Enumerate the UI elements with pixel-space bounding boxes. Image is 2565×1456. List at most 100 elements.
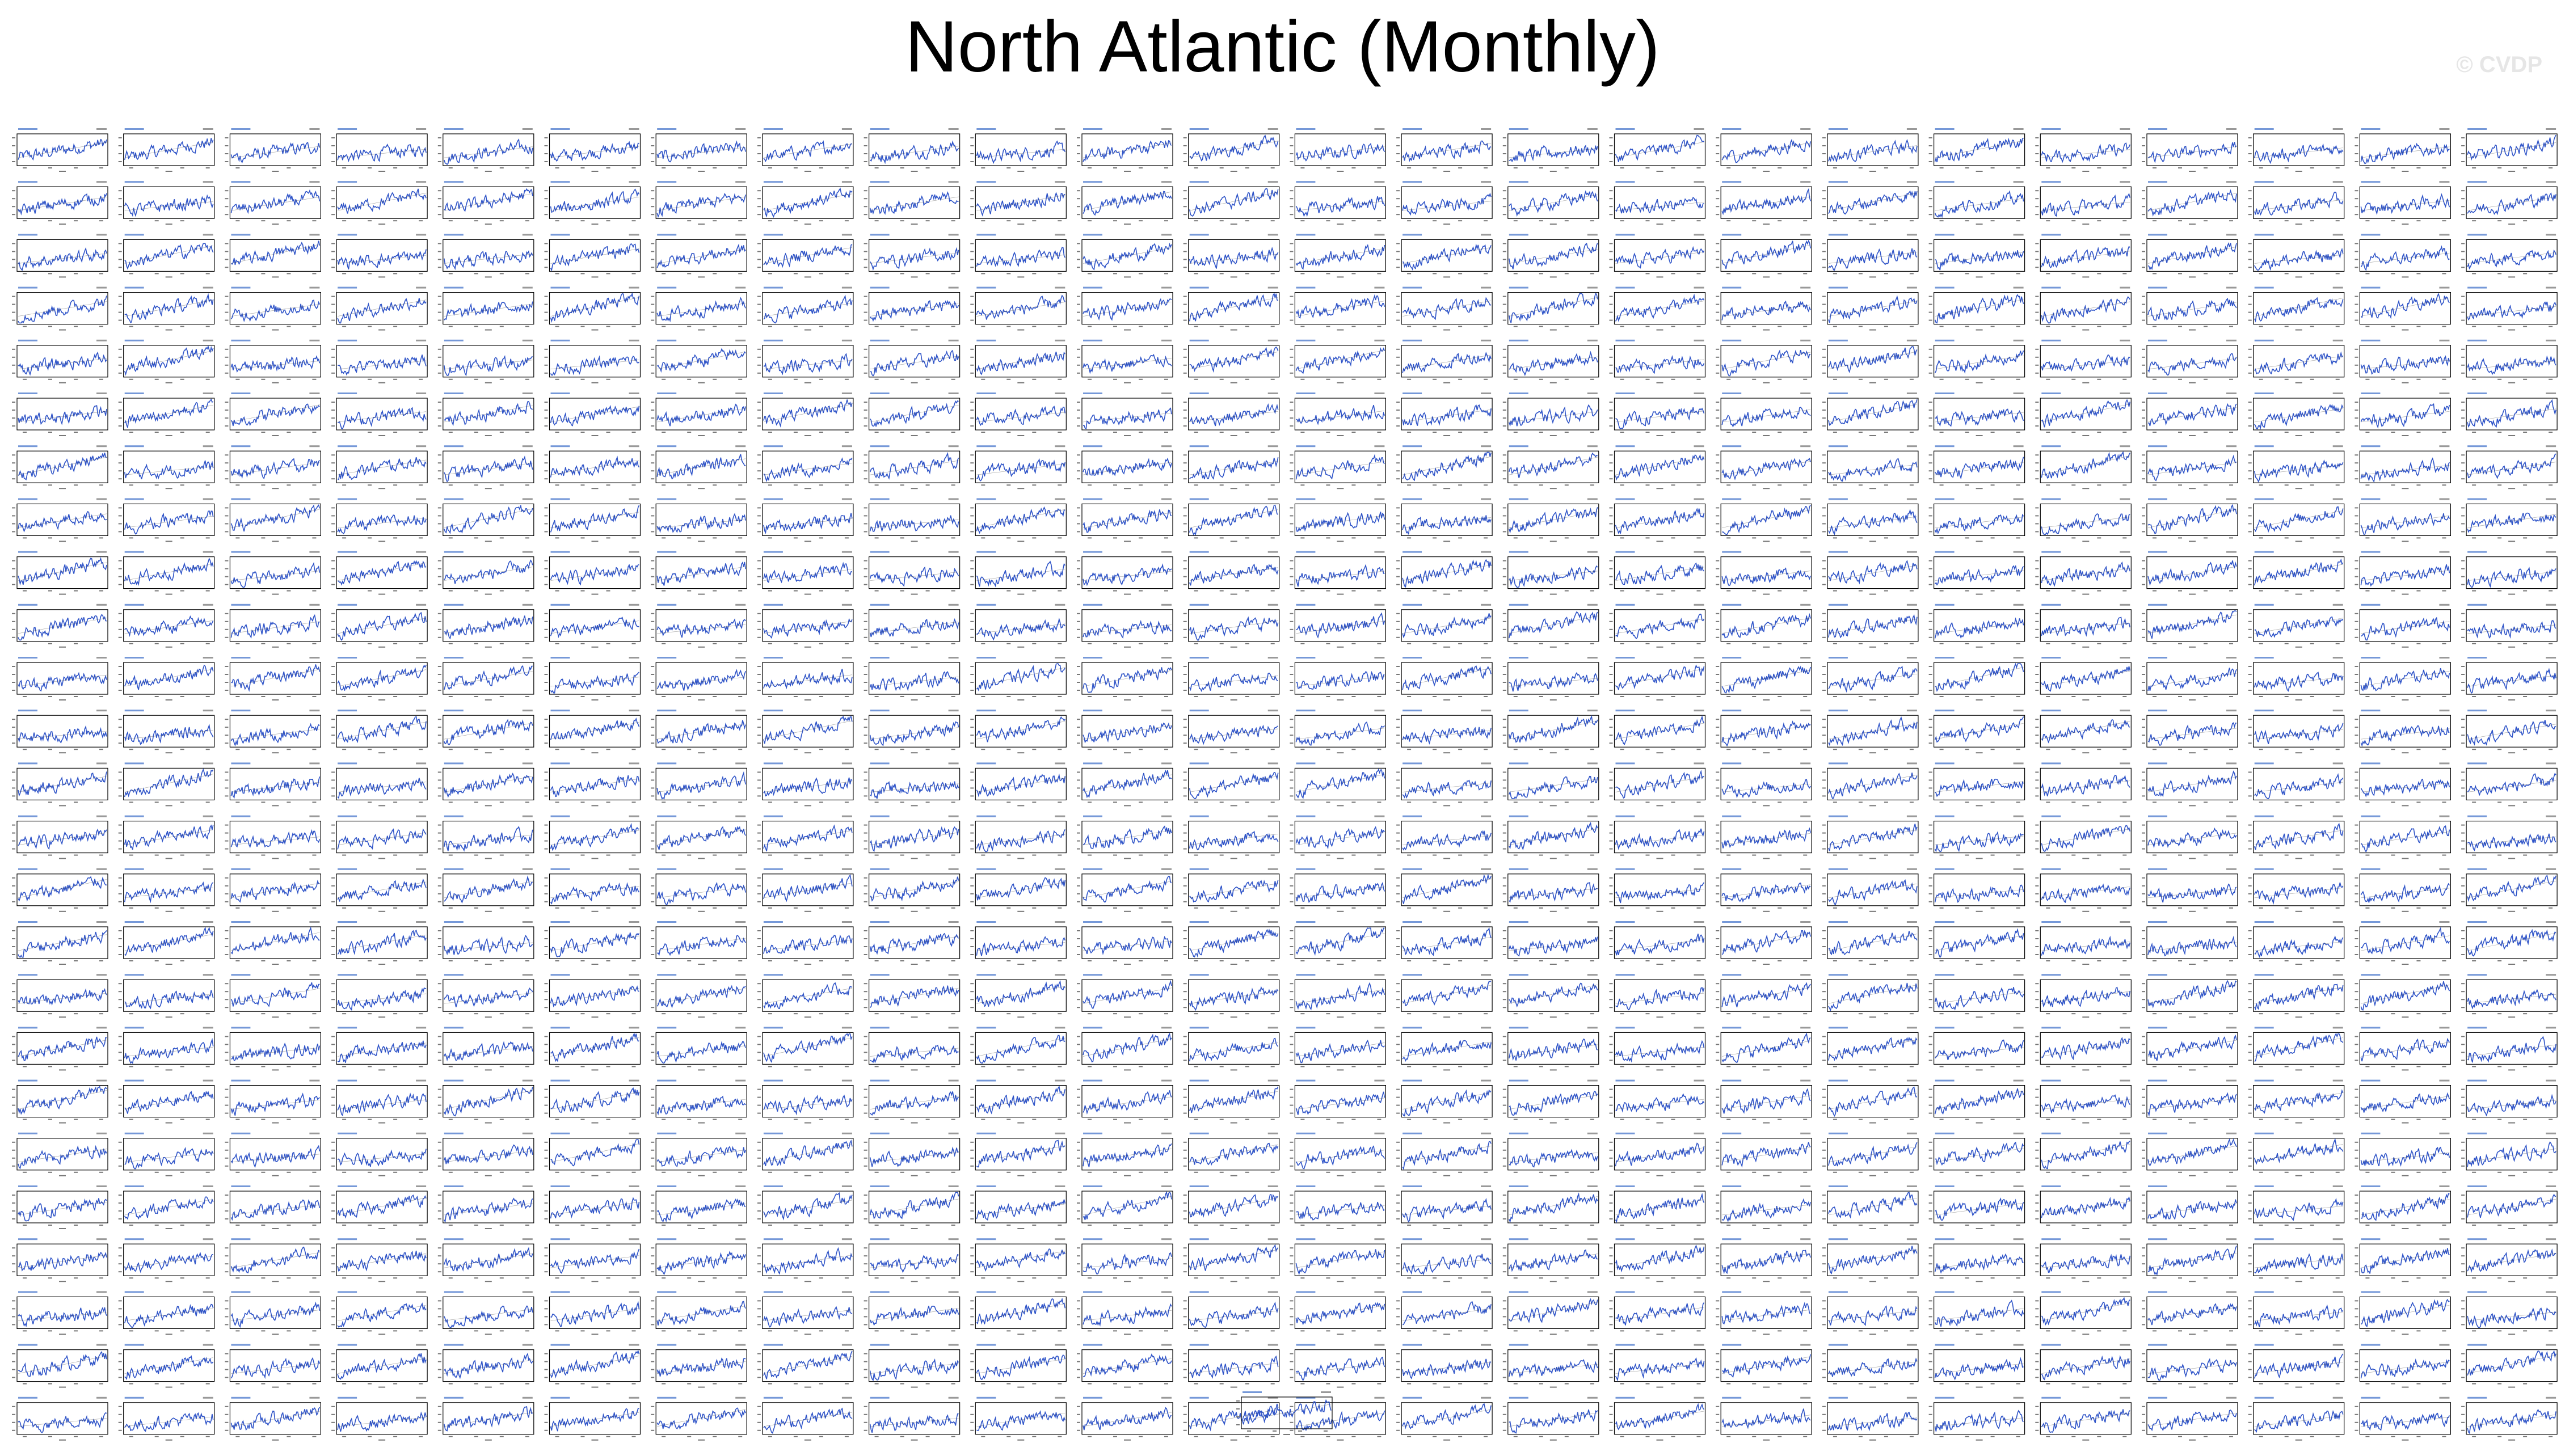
panel [1822,657,1919,700]
panel-xtick-mark [1539,590,1543,592]
panel [2142,815,2238,859]
panel-ytick-mark [1396,507,1400,509]
panel-stat-mark [841,603,852,606]
panel-series-line [1402,727,1492,745]
panel-trend-line [1189,461,1278,475]
panel-stat-mark [96,393,107,394]
panel-ytick-mark [1822,735,1826,736]
panel-axes [123,609,215,642]
panel-xtick-mark [1513,273,1518,275]
panel-xtick-mark [2365,696,2370,697]
panel-title-mark [1402,657,1422,659]
panel-xtick-mark [342,484,347,486]
panel-ytick-mark [2355,674,2358,675]
panel-axes [229,292,321,325]
panel [118,657,215,700]
panel-axes [2359,292,2451,325]
panel-xtick-mark [2097,643,2101,644]
panel-ytick-mark [2248,795,2252,797]
panel-trend-line [763,193,852,211]
panel-series-line [869,299,959,322]
panel-axes [1720,292,1812,325]
panel-axes [1081,292,1173,325]
panel-xtick-mark [2442,326,2446,327]
panel-xtick-mark [1219,484,1224,486]
panel-xtick-mark [1484,643,1488,644]
panel-xlabel-mark [2189,805,2196,807]
panel-xtick-mark [1377,801,1382,803]
panel-xtick-mark [951,273,955,275]
panel-ytick-mark [1290,137,1294,138]
panel-ytick-mark [225,690,229,691]
panel-ytick-mark [2142,560,2145,562]
panel-series-line [2360,778,2450,797]
panel-ytick-mark [2461,636,2465,638]
panel-stat-mark [841,445,852,448]
panel-title-mark [1296,762,1316,765]
panel-xtick-mark [2122,854,2127,856]
panel-xtick-mark [2097,854,2101,856]
panel-ytick-mark [757,251,761,252]
panel-series-line [124,460,214,480]
panel-xlabel-mark [272,382,279,383]
panel-axes [1507,450,1599,483]
panel-title-mark [2254,393,2274,394]
panel-stat-mark [1800,393,1811,394]
panel-stat-mark [203,762,213,765]
panel-ytick-mark [437,425,441,427]
panel-title-mark [124,603,144,606]
panel-trend-line [1402,730,1492,740]
panel [2355,603,2451,648]
panel-xtick-mark [1433,537,1437,539]
panel-ytick-mark [1716,206,1720,208]
panel-trend-line [1189,676,1278,687]
panel-xtick-mark [1270,220,1275,222]
panel-ytick-mark [1822,682,1826,683]
panel-title-mark [870,762,890,765]
panel-xtick-mark [1671,432,1675,433]
panel-ytick-mark [651,584,655,585]
panel [1822,339,1919,383]
panel-title-mark [1083,551,1102,553]
panel [2035,393,2132,436]
panel-series-line [230,562,321,588]
panel-ytick-mark [331,735,335,736]
panel [1396,339,1493,383]
panel-xlabel-mark [1656,435,1663,436]
panel-stat-mark [1374,339,1385,341]
panel-title-mark [657,181,677,183]
panel-trend-line [1189,567,1278,581]
panel [1928,603,2025,648]
panel [1609,551,1706,595]
panel-stat-mark [203,603,213,606]
panel-ytick-mark [1502,674,1506,675]
panel-xlabel-mark [911,171,918,172]
panel [2355,286,2451,331]
panel-stat-mark [2439,393,2450,394]
panel-xlabel-mark [165,171,172,172]
panel-xtick-mark [1803,643,1808,644]
panel-xtick-mark [2310,273,2314,275]
panel-xtick-mark [2335,378,2340,380]
panel-ytick-mark [544,402,548,403]
panel-xlabel-mark [485,382,492,383]
panel-xtick-mark [900,643,904,644]
panel-xtick-mark [419,749,423,750]
panel-title-mark [338,710,357,712]
panel-xtick-mark [1407,326,1412,327]
panel-xtick-mark [1270,854,1275,856]
panel-xtick-mark [606,643,610,644]
panel-axes [1188,503,1280,537]
panel-stat-mark [309,339,320,341]
panel-ytick-mark [2142,410,2145,411]
panel-ytick-mark [1609,372,1613,374]
panel-xtick-mark [2284,273,2289,275]
panel-ytick-mark [864,372,867,374]
panel-xlabel-mark [2508,171,2516,172]
panel-xlabel-mark [1017,488,1025,489]
panel-xlabel-mark [1337,435,1344,436]
panel-axes [1188,715,1280,748]
panel-axes [229,398,321,431]
panel [1183,234,1280,278]
panel-xtick-mark [2549,801,2553,803]
